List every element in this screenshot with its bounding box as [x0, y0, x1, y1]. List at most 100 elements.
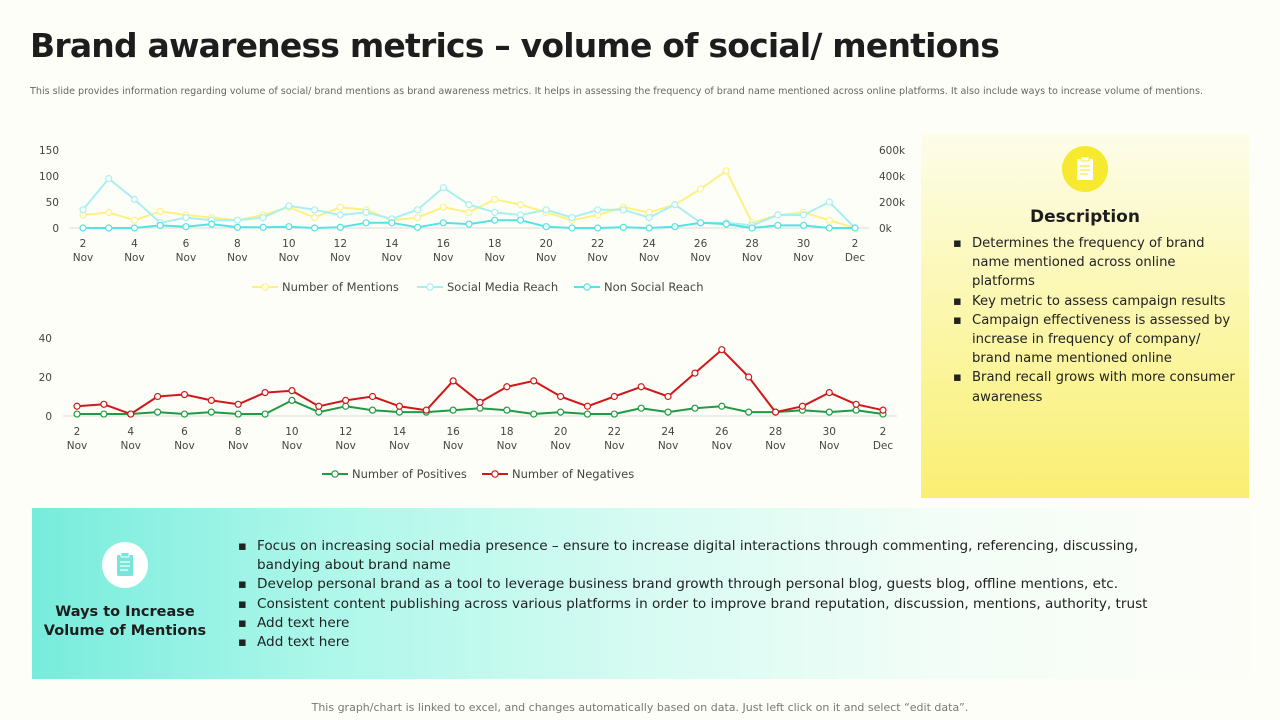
x-tick-label: Nov — [124, 252, 145, 264]
x-tick-label: 30 — [823, 426, 836, 438]
data-point — [100, 400, 108, 408]
x-tick-label: 2 — [80, 238, 87, 250]
data-point — [439, 184, 447, 192]
x-tick-label: 4 — [127, 426, 134, 438]
x-tick-label: Nov — [550, 440, 571, 452]
x-tick-label: Nov — [742, 252, 763, 264]
data-point — [696, 185, 705, 193]
data-point — [182, 213, 190, 222]
data-point — [722, 220, 730, 228]
data-point — [368, 392, 377, 401]
legend-label: Social Media Reach — [447, 280, 558, 294]
list-item: Focus on increasing social media presenc… — [238, 537, 1197, 575]
data-point — [645, 224, 653, 232]
data-point — [696, 219, 705, 227]
data-point — [153, 392, 162, 401]
x-tick-label: 6 — [181, 426, 188, 438]
x-tick-label: 26 — [715, 426, 729, 438]
data-point — [799, 221, 808, 230]
data-point — [691, 369, 699, 377]
x-tick-label: 18 — [500, 426, 513, 438]
x-tick-label: 2 — [852, 238, 859, 250]
x-tick-label: Nov — [67, 440, 88, 452]
data-point — [182, 223, 190, 231]
data-point — [491, 195, 499, 204]
footer-note: This graph/chart is linked to excel, and… — [311, 701, 969, 714]
data-point — [852, 406, 860, 414]
legend-marker — [491, 470, 499, 478]
data-point — [130, 216, 139, 224]
data-point — [594, 224, 602, 232]
x-tick-label: Nov — [639, 252, 660, 264]
data-point — [422, 406, 430, 414]
data-point — [825, 224, 833, 232]
y-tick-label: 20 — [39, 372, 52, 384]
reach-mentions-chart[interactable]: 0 50 100 150 0k 200k 400k 600k 2 Nov 4 Nov 6 Nov 8 Nov 1… — [30, 135, 912, 305]
legend-label: Number of Mentions — [282, 280, 399, 294]
data-point — [100, 410, 108, 418]
x-tick-label: 22 — [608, 426, 621, 438]
x-tick-label: Nov — [765, 440, 786, 452]
data-point — [311, 206, 319, 214]
ways-heading: Ways to Increase Volume of Mentions — [43, 604, 207, 639]
y-tick-label: 50 — [46, 197, 59, 209]
x-tick-label: 28 — [745, 238, 758, 250]
x-tick-label: 16 — [437, 238, 451, 250]
x-tick-label: Nov — [712, 440, 733, 452]
data-point — [311, 224, 319, 232]
data-point — [465, 200, 473, 209]
data-point — [465, 220, 473, 228]
data-point — [79, 224, 87, 232]
data-point — [542, 206, 550, 214]
data-point — [368, 406, 377, 414]
x-tick-label: Nov — [819, 440, 840, 452]
data-point — [664, 408, 672, 416]
data-point — [771, 408, 780, 416]
legend-marker — [426, 283, 434, 291]
data-point — [105, 224, 113, 232]
data-point — [73, 402, 81, 410]
x-tick-label: Nov — [279, 252, 300, 264]
data-point — [127, 410, 135, 418]
data-point — [261, 388, 269, 397]
description-panel: Description Determines the frequency of … — [921, 134, 1249, 498]
data-point — [259, 213, 267, 222]
data-point — [722, 167, 730, 175]
list-item: Add text here — [238, 633, 1197, 652]
data-point — [288, 387, 296, 395]
data-point — [619, 223, 628, 231]
data-point — [153, 408, 162, 416]
data-point — [180, 390, 189, 399]
x-tick-label: Nov — [484, 252, 505, 264]
data-point — [594, 206, 602, 214]
x-tick-label: Nov — [433, 252, 454, 264]
data-point — [388, 219, 396, 227]
x-tick-label: Nov — [176, 252, 197, 264]
data-point — [774, 211, 782, 219]
y-tick-label: 0 — [45, 411, 52, 423]
x-tick-label: 14 — [393, 426, 407, 438]
description-list: Determines the frequency of brand name m… — [953, 234, 1242, 407]
sentiment-chart[interactable]: 0 20 40 2 Nov 4 Nov 6 Nov 8 Nov 10 Nov 12 Nov 14 Nov 16 No… — [30, 322, 912, 494]
data-point — [583, 402, 592, 410]
data-point — [395, 408, 403, 416]
x-tick-label: Nov — [389, 440, 410, 452]
x-tick-label: 26 — [694, 238, 708, 250]
data-point — [516, 200, 525, 209]
y-tick-label: 100 — [39, 171, 59, 183]
x-tick-label: 24 — [661, 426, 675, 438]
data-point — [180, 410, 189, 418]
x-tick-label: Nov — [497, 440, 518, 452]
list-item: Brand recall grows with more consumer aw… — [953, 368, 1242, 406]
data-point — [233, 216, 241, 224]
x-tick-label: 10 — [285, 426, 298, 438]
data-point — [439, 203, 447, 211]
data-point — [556, 408, 565, 416]
data-point — [336, 211, 344, 219]
x-tick-label: 20 — [540, 238, 553, 250]
data-point — [664, 392, 672, 401]
data-point — [73, 410, 81, 418]
data-point — [336, 223, 344, 231]
x-tick-label: 6 — [183, 238, 190, 250]
x-tick-label: 20 — [554, 426, 567, 438]
